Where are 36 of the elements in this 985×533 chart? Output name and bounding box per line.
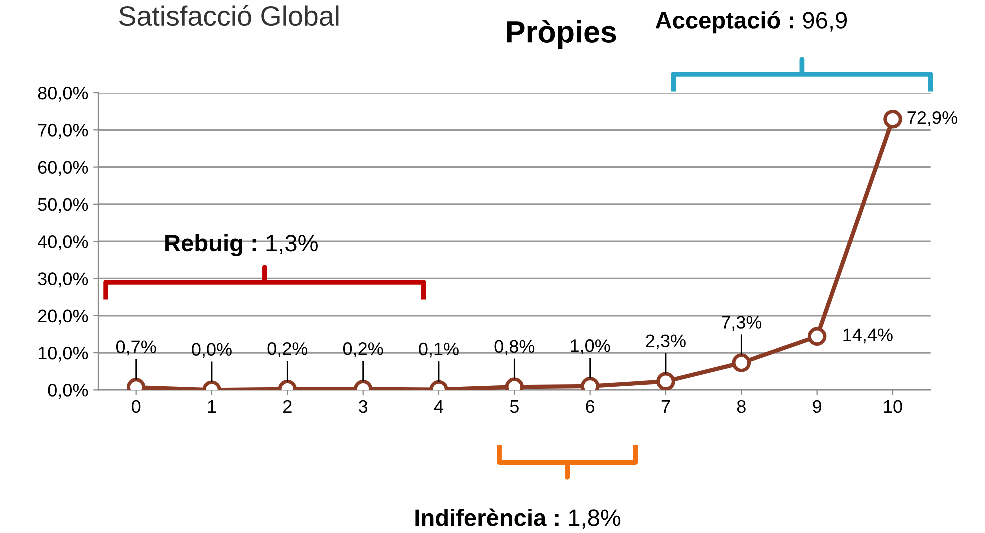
- annotation: Rebuig : 1,3%: [166, 234, 318, 256]
- text: Indiferència : 1,8%: [416, 508, 621, 530]
- y-tick-label: 10,0%: [38, 346, 88, 362]
- data-label: 14,4%: [844, 328, 893, 344]
- x-tick-label: 6: [586, 400, 595, 414]
- x-tick-label: 3: [359, 400, 368, 414]
- data-label: 0,8%: [494, 340, 535, 356]
- data-label: 72,9%: [908, 111, 958, 126]
- data-label: 2,3%: [646, 334, 686, 350]
- data-label: 0,0%: [192, 343, 232, 358]
- x-tick-label: 4: [434, 400, 444, 413]
- x-tick-label: 1: [208, 400, 216, 413]
- y-tick-label: 50,0%: [38, 198, 88, 214]
- x-tick-label: 5: [510, 400, 519, 414]
- y-tick-label: 80,0%: [38, 86, 88, 102]
- y-tick-label: 70,0%: [38, 124, 88, 140]
- x-tick-label: 0: [132, 400, 141, 414]
- y-tick-label: 20,0%: [38, 310, 88, 325]
- x-tick-label: 8: [737, 400, 746, 414]
- data-label: 0,1%: [419, 342, 459, 358]
- chart-title: Pròpies: [507, 20, 616, 50]
- data-label: 0,7%: [116, 340, 156, 356]
- data-label: 7,3%: [722, 316, 762, 332]
- x-tick-label: 9: [813, 400, 822, 414]
- y-tick-label: 0,0%: [48, 384, 88, 400]
- y-tick-label: 40,0%: [38, 236, 88, 250]
- chart-subtitle: Satisfacció Global: [119, 5, 339, 26]
- x-tick-label: 7: [662, 400, 670, 413]
- x-tick-label: 2: [284, 400, 292, 413]
- data-label: 1,0%: [571, 340, 610, 354]
- y-tick-label: 60,0%: [38, 161, 88, 176]
- x-tick-label: 10: [884, 400, 902, 414]
- y-tick-label: 30,0%: [38, 272, 88, 288]
- text: Acceptació : 96,9: [656, 11, 848, 34]
- data-label: 0,2%: [268, 342, 308, 358]
- data-label: 0,2%: [343, 342, 384, 358]
